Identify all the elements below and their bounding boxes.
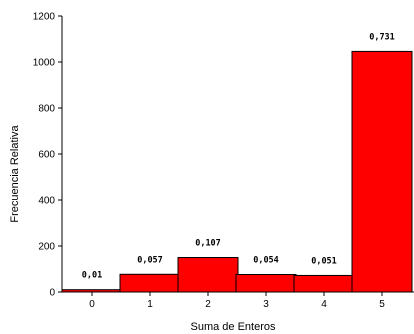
data-label: 0,051 (311, 256, 337, 266)
y-tick-label: 200 (38, 242, 55, 253)
y-tick-label: 0 (49, 288, 55, 299)
bar (61, 289, 123, 293)
y-tick-label: 400 (38, 196, 55, 207)
bar (351, 50, 413, 293)
data-labels: 0,01 0,057 0,107 0,054 0,051 0,731 (82, 32, 395, 280)
bar (177, 257, 239, 293)
y-tick-label: 800 (38, 104, 55, 115)
y-tick-label: 1200 (33, 12, 56, 23)
data-label: 0,054 (253, 256, 279, 266)
data-label: 0,107 (195, 239, 221, 249)
data-label: 0,731 (369, 32, 395, 42)
x-tick-label: 1 (147, 299, 153, 310)
x-tick-label: 0 (89, 299, 95, 310)
x-axis: 0 1 2 3 4 5 (62, 291, 414, 310)
x-axis-title: Suma de Enteros (191, 321, 276, 333)
bar (119, 273, 181, 293)
data-label: 0,01 (82, 271, 102, 281)
y-tick-label: 600 (38, 150, 55, 161)
x-tick-label: 5 (379, 299, 385, 310)
x-tick-label: 2 (205, 299, 211, 310)
x-tick-label: 3 (263, 299, 269, 310)
y-axis-title: Frecuencia Relativa (9, 125, 21, 223)
bar (293, 274, 355, 293)
x-tick-label: 4 (321, 299, 327, 310)
data-label: 0,057 (137, 255, 163, 265)
bars (61, 50, 413, 293)
y-axis: 0 200 400 600 800 1000 1200 (33, 12, 63, 299)
bar (235, 274, 297, 293)
y-tick-label: 1000 (33, 58, 56, 69)
